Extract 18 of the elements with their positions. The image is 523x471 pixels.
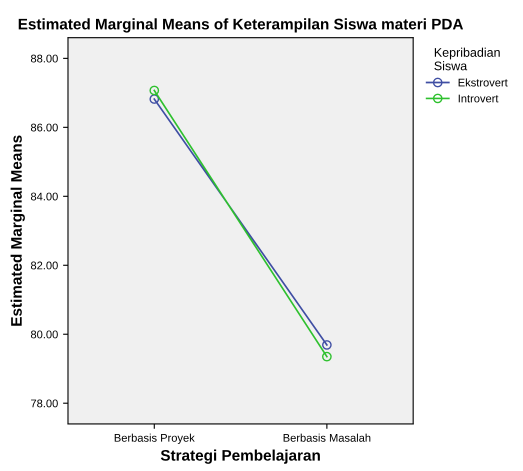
y-tick-label: 82.00 xyxy=(30,262,58,270)
legend-label: Ekstrovert xyxy=(458,78,508,87)
y-tick-label: 86.00 xyxy=(30,124,58,132)
y-tick-label: 78.00 xyxy=(31,399,58,408)
legend-title: Kepribadian Siswa xyxy=(434,48,500,70)
point xyxy=(149,86,160,96)
y-axis-title: Estimated Marginal Means xyxy=(10,135,25,326)
legend-label: Introvert xyxy=(458,94,498,102)
chart-title: Estimated Marginal Means of Keterampilan Siswa materi PDA xyxy=(18,18,464,33)
point xyxy=(149,94,160,104)
y-tick-label: 84.00 xyxy=(30,192,58,200)
x-tick-label: Berbasis Proyek xyxy=(114,434,195,444)
y-tick-label: 88.00 xyxy=(30,54,58,63)
point xyxy=(322,340,332,350)
y-tick-label: 80.00 xyxy=(30,330,58,338)
point xyxy=(322,352,332,362)
x-axis-title: Strategi Pembelajaran xyxy=(160,450,320,464)
x-tick-label: Berbasis Masalah xyxy=(284,434,370,442)
